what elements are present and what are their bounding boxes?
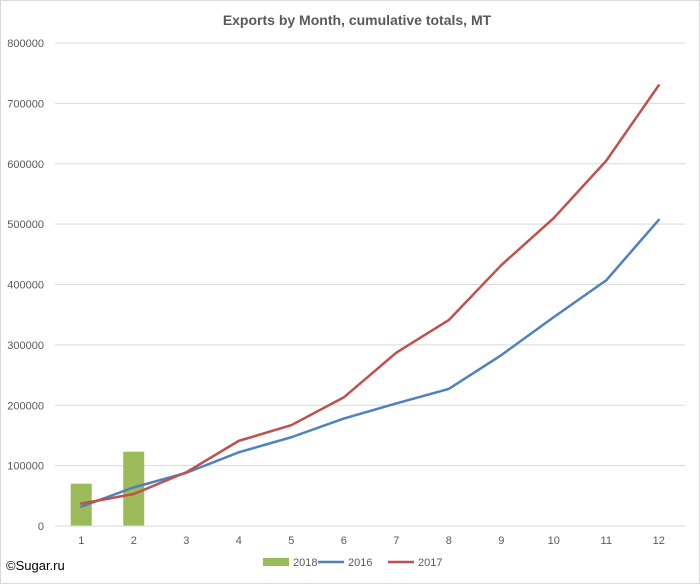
x-tick-label: 5 [288, 535, 294, 547]
y-tick-label: 200000 [7, 400, 44, 412]
y-tick-label: 0 [38, 521, 44, 533]
x-tick-label: 6 [341, 535, 347, 547]
y-tick-label: 400000 [7, 280, 44, 292]
bar-2018-2 [123, 451, 145, 526]
legend-item-2018: 2018 [263, 557, 317, 569]
x-tick-label: 11 [601, 535, 612, 547]
x-tick-label: 7 [393, 535, 399, 547]
y-tick-label: 300000 [7, 340, 44, 352]
x-tick-label: 12 [653, 535, 665, 547]
line-series-2016 [80, 218, 660, 508]
x-tick-label: 3 [183, 535, 189, 547]
legend-item-2017: 2017 [388, 557, 442, 569]
x-tick-label: 1 [78, 535, 84, 547]
line-series-2017 [80, 84, 660, 505]
legend-label: 2018 [293, 557, 317, 569]
y-tick-label: 800000 [7, 38, 44, 50]
legend-label: 2016 [348, 557, 372, 569]
x-tick-label: 4 [236, 535, 242, 547]
y-tick-label: 600000 [7, 159, 44, 171]
x-tick-label: 2 [131, 535, 137, 547]
y-tick-label: 700000 [7, 98, 44, 110]
legend-swatch [263, 558, 289, 566]
y-tick-label: 500000 [7, 219, 44, 231]
x-tick-label: 9 [498, 535, 504, 547]
y-tick-label: 100000 [7, 461, 44, 473]
legend: 2018 2016 2017 [263, 557, 442, 569]
copyright-text: ©Sugar.ru [6, 558, 65, 573]
y-axis-ticks: 0 100000 200000 300000 400000 500000 600000 700… [7, 38, 44, 533]
gridlines [55, 42, 685, 467]
series-lines [80, 84, 660, 508]
legend-item-2016: 2016 [318, 557, 372, 569]
chart-title: Exports by Month, cumulative totals, MT [223, 12, 492, 28]
x-tick-label: 10 [548, 535, 560, 547]
legend-label: 2017 [418, 557, 442, 569]
x-axis-ticks: 1 2 3 4 5 6 7 8 9 10 11 12 [78, 535, 665, 547]
x-tick-label: 8 [446, 535, 452, 547]
